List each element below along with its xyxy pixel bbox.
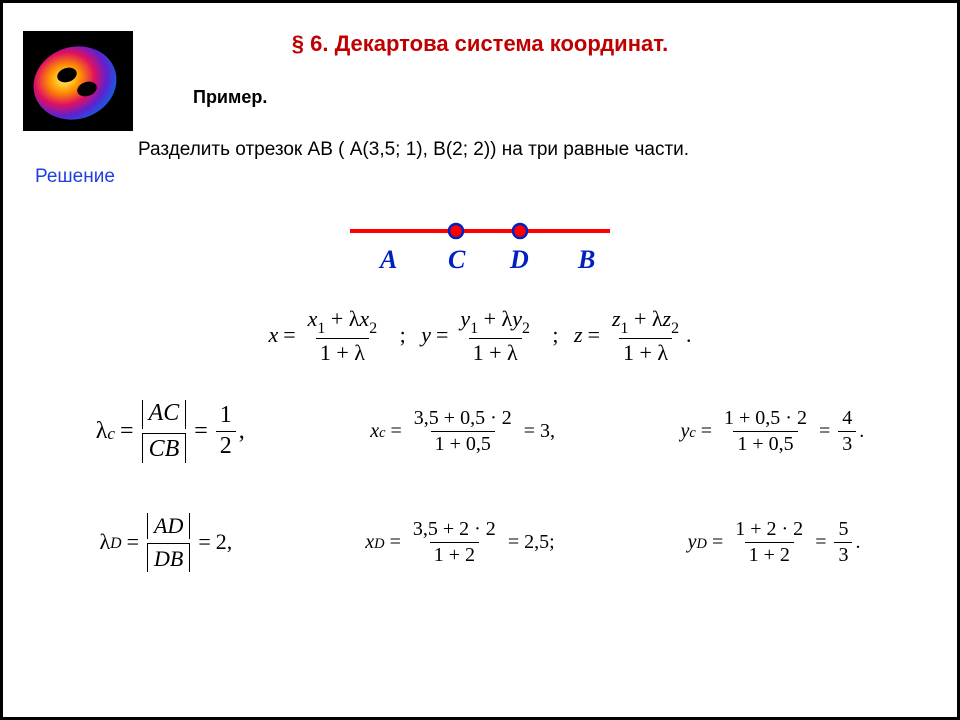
x-c: xc= 3,5 + 0,5 · 2 1 + 0,5 =3, [370, 407, 555, 456]
row-d: λD= AD DB =2, xD= 3,5 + 2 · 2 1 + 2 =2,5… [33, 513, 927, 572]
slide-page: § 6. Декартова система координат. Пример… [0, 0, 960, 720]
lambda-c: λc= AC CB = 1 2 , [96, 400, 245, 463]
solution-label: Решение [35, 166, 927, 188]
section-title: § 6. Декартова система координат. [33, 31, 927, 57]
x-d: xD= 3,5 + 2 · 2 1 + 2 =2,5; [365, 518, 554, 567]
lambda-d: λD= AD DB =2, [100, 513, 233, 572]
diagram-label-a: A [378, 245, 397, 274]
logo-image [23, 31, 133, 131]
example-label: Пример. [193, 87, 927, 108]
diagram-label-b: B [577, 245, 595, 274]
base-formulas: x= x1 + λx2 1 + λ ; y= y1 + λy2 1 + λ ; … [33, 306, 927, 365]
diagram-label-d: D [509, 245, 529, 274]
diagram-label-c: C [448, 245, 466, 274]
row-c: λc= AC CB = 1 2 , xc= 3,5 + 0,5 · 2 1 + … [33, 400, 927, 463]
y-c: yc= 1 + 0,5 · 2 1 + 0,5 = 4 3 . [680, 407, 864, 456]
segment-diagram: A C D B [33, 213, 927, 288]
header: § 6. Декартова система координат. Пример… [33, 31, 927, 131]
problem-text: Разделить отрезок AB ( А(3,5; 1), В(2; 2… [138, 139, 689, 160]
y-d: yD= 1 + 2 · 2 1 + 2 = 5 3 . [688, 518, 861, 567]
problem-statement: Разделить отрезок AB ( А(3,5; 1), В(2; 2… [138, 139, 927, 161]
